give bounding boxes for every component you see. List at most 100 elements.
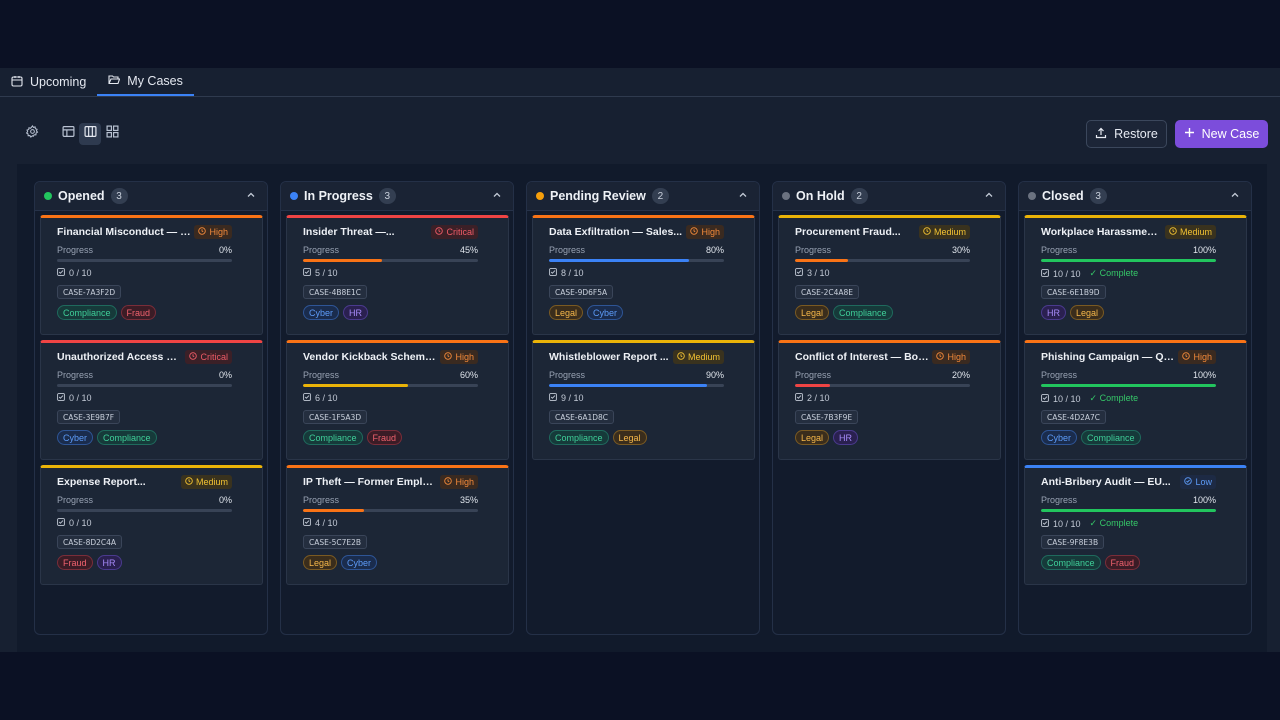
collapse-column-button[interactable]	[244, 189, 258, 203]
tab-my-cases[interactable]: My Cases	[97, 68, 194, 96]
tag-legal: Legal	[303, 555, 338, 570]
progress-fill	[549, 259, 689, 262]
tag-list: Compliance Fraud	[1041, 555, 1141, 570]
case-title: Conflict of Interest — Boar...	[795, 351, 930, 363]
tag-list: Compliance Legal	[549, 430, 647, 445]
case-card[interactable]: Phishing Campaign — Q4... High Progress 100…	[1024, 340, 1247, 460]
tag-list: HR Legal	[1041, 305, 1105, 320]
case-title: Phishing Campaign — Q4...	[1041, 351, 1176, 363]
checkbox-icon	[795, 393, 803, 403]
priority-badge: Low	[1180, 475, 1216, 489]
priority-badge: High	[440, 350, 478, 364]
case-card[interactable]: Expense Report... Medium Progress 0% 0 / 10 C…	[40, 465, 263, 585]
calendar-icon	[11, 75, 23, 90]
case-card[interactable]: Anti-Bribery Audit — EU... Low Progress 100…	[1024, 465, 1247, 585]
progress-label: Progress	[57, 245, 94, 255]
progress-bar	[549, 384, 724, 387]
complete-label: ✓ Complete	[1089, 518, 1139, 528]
checkbox-icon	[1041, 268, 1049, 279]
priority-label: Critical	[446, 227, 474, 237]
restore-button[interactable]: Restore	[1086, 120, 1167, 148]
case-card[interactable]: Workplace Harassment... Medium Progress 100…	[1024, 215, 1247, 335]
board-view-button[interactable]	[79, 123, 101, 145]
priority-badge: High	[1178, 350, 1216, 364]
case-card[interactable]: Whistleblower Report ... Medium Progress 90…	[532, 340, 755, 460]
collapse-column-button[interactable]	[982, 189, 996, 203]
priority-label: Low	[1195, 477, 1212, 487]
status-dot	[290, 192, 298, 200]
clock-icon	[435, 227, 444, 237]
folder-open-icon	[108, 74, 121, 89]
checkbox-icon	[57, 518, 65, 528]
case-id-badge: CASE-1F5A3D	[303, 410, 368, 424]
task-count: 0 / 10	[57, 268, 92, 278]
tag-fraud: Fraud	[120, 305, 157, 320]
progress-bar	[303, 384, 478, 387]
case-id-badge: CASE-9D6F5A	[549, 285, 614, 299]
checkbox-icon	[549, 393, 557, 403]
progress-fill	[303, 509, 365, 512]
task-count-text: 10 / 10	[1053, 268, 1081, 279]
progress-fill	[795, 259, 848, 262]
column-title: Opened	[58, 189, 105, 203]
tag-list: Fraud HR	[57, 555, 122, 570]
task-count: 10 / 10 ✓ Complete	[1041, 268, 1138, 279]
collapse-column-button[interactable]	[736, 189, 750, 203]
progress-percent: 20%	[951, 370, 970, 380]
collapse-column-button[interactable]	[490, 189, 504, 203]
priority-label: High	[455, 352, 474, 362]
case-card[interactable]: Insider Threat —... Critical Progress 45% 5 …	[286, 215, 509, 335]
progress-fill	[1041, 259, 1216, 262]
chevron-up-icon	[246, 187, 256, 205]
tag-legal: Legal	[612, 430, 647, 445]
collapse-column-button[interactable]	[1228, 189, 1242, 203]
tab-bar: Upcoming My Cases	[0, 68, 1280, 97]
case-card[interactable]: Data Exfiltration — Sales... High Progress…	[532, 215, 755, 335]
tag-cyber: Cyber	[1041, 430, 1078, 445]
progress-percent: 0%	[218, 370, 232, 380]
progress-bar	[303, 259, 478, 262]
tag-list: Legal HR	[795, 430, 859, 445]
tab-upcoming[interactable]: Upcoming	[0, 68, 97, 96]
tag-compliance: Compliance	[1041, 555, 1101, 570]
tab-my-cases-label: My Cases	[127, 74, 183, 88]
progress-bar	[303, 509, 478, 512]
grid-view-button[interactable]	[101, 123, 123, 145]
case-id-badge: CASE-6A1D8C	[549, 410, 615, 424]
case-id-badge: CASE-9F8E3B	[1041, 535, 1105, 549]
task-count: 0 / 10	[57, 518, 92, 528]
status-dot	[1028, 192, 1036, 200]
column-count-badge: 2	[651, 188, 669, 204]
tag-cyber: Cyber	[303, 305, 340, 320]
tag-fraud: Fraud	[1104, 555, 1141, 570]
table-view-button[interactable]	[57, 123, 79, 145]
case-card[interactable]: Unauthorized Access —... Critical Progress…	[40, 340, 263, 460]
task-count: 5 / 10	[303, 268, 338, 278]
priority-badge: High	[932, 350, 970, 364]
column-on-hold: On Hold 2 Procurement Fraud... Medium Progre…	[772, 181, 1006, 635]
case-board-app: Upcoming My Cases Restore New Case Opene…	[0, 68, 1280, 652]
case-id-badge: CASE-5C7E2B	[303, 535, 368, 549]
progress-label: Progress	[57, 370, 94, 380]
tag-cyber: Cyber	[341, 555, 378, 570]
case-card[interactable]: Conflict of Interest — Boar... High Progre…	[778, 340, 1001, 460]
column-count-badge: 3	[378, 188, 396, 204]
progress-fill	[795, 384, 830, 387]
settings-button[interactable]	[22, 123, 42, 145]
case-card[interactable]: Vendor Kickback Scheme ... High Progress 60…	[286, 340, 509, 460]
case-card[interactable]: IP Theft — Former Employee High Progress 35…	[286, 465, 509, 585]
grid-view-icon	[105, 125, 119, 143]
checkbox-icon	[57, 393, 65, 403]
task-count-text: 8 / 10	[561, 268, 584, 278]
progress-label: Progress	[1041, 245, 1078, 255]
progress-percent: 35%	[459, 495, 478, 505]
progress-fill	[303, 384, 408, 387]
case-title: Workplace Harassment...	[1041, 226, 1162, 238]
new-case-button[interactable]: New Case	[1175, 120, 1268, 148]
case-card[interactable]: Financial Misconduct — Q1... High Progress…	[40, 215, 263, 335]
case-title: Procurement Fraud...	[795, 226, 901, 238]
priority-badge: Medium	[180, 475, 232, 489]
case-card[interactable]: Procurement Fraud... Medium Progress 30% 3 /…	[778, 215, 1001, 335]
column-opened: Opened 3 Financial Misconduct — Q1... High P…	[34, 181, 268, 635]
chevron-up-icon	[738, 187, 748, 205]
